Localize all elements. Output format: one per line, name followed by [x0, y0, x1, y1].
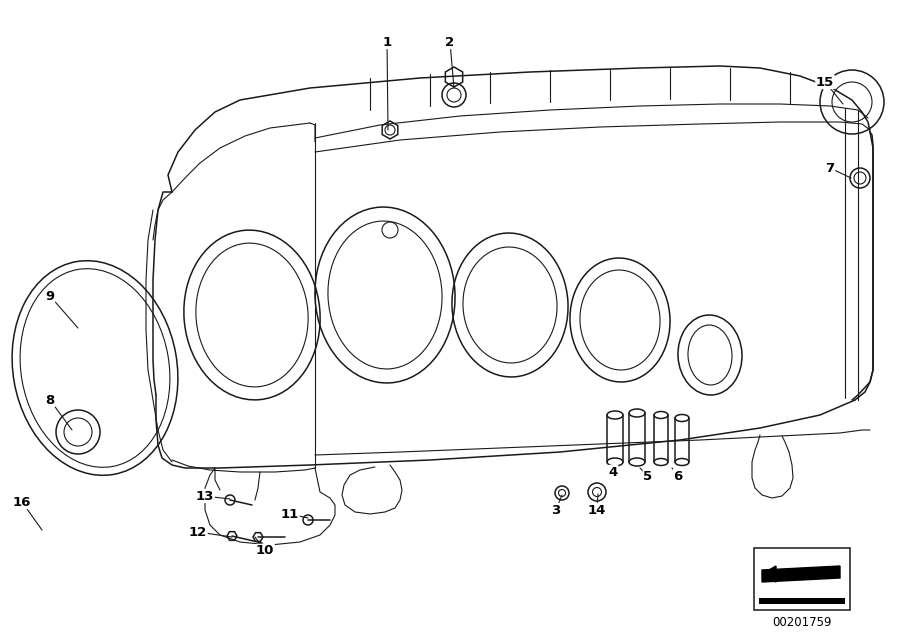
Text: 11: 11 — [281, 508, 299, 520]
Text: 8: 8 — [45, 394, 55, 406]
Text: 16: 16 — [13, 495, 32, 509]
Text: 13: 13 — [196, 490, 214, 502]
Text: 14: 14 — [588, 504, 607, 516]
Text: 6: 6 — [673, 469, 682, 483]
Ellipse shape — [629, 409, 645, 417]
Polygon shape — [762, 566, 776, 582]
Text: 12: 12 — [189, 525, 207, 539]
Text: 5: 5 — [644, 469, 652, 483]
Ellipse shape — [675, 415, 689, 422]
Bar — [759, 598, 845, 604]
Text: 1: 1 — [382, 36, 392, 48]
Ellipse shape — [675, 459, 689, 466]
Text: 15: 15 — [816, 76, 834, 88]
Ellipse shape — [607, 411, 623, 419]
Text: 9: 9 — [45, 289, 55, 303]
Bar — [754, 548, 850, 610]
Ellipse shape — [654, 459, 668, 466]
Ellipse shape — [654, 411, 668, 418]
Text: 7: 7 — [825, 162, 834, 174]
Ellipse shape — [629, 458, 645, 466]
Text: 4: 4 — [608, 466, 617, 478]
Ellipse shape — [607, 458, 623, 466]
Text: 2: 2 — [446, 36, 454, 48]
Text: 3: 3 — [552, 504, 561, 516]
Text: 10: 10 — [256, 544, 274, 558]
Text: 00201759: 00201759 — [772, 616, 832, 628]
Polygon shape — [762, 566, 840, 582]
